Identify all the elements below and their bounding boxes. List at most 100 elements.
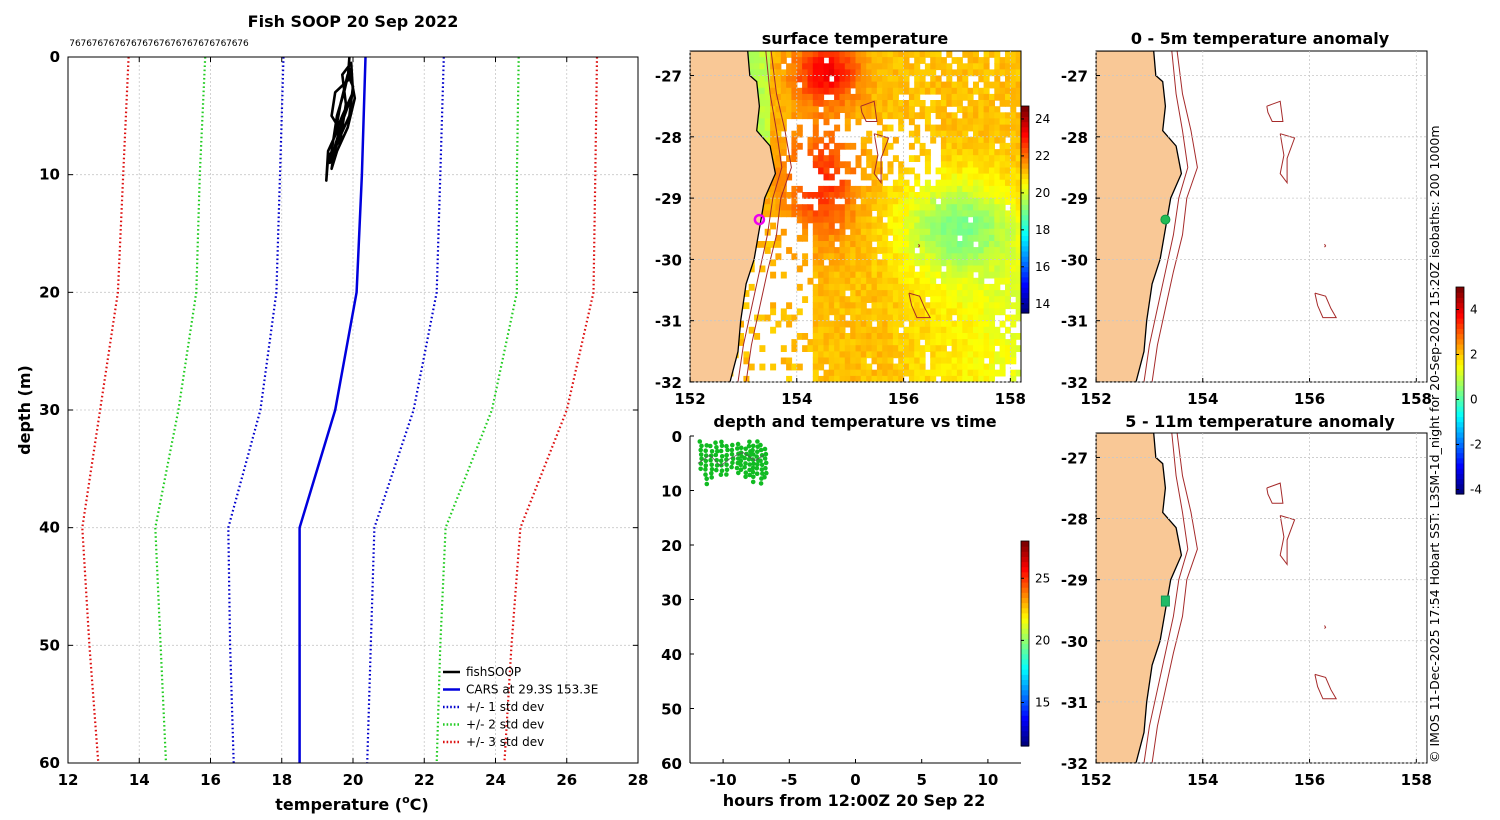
colorbar-cell — [1021, 297, 1029, 304]
sst-cell — [946, 363, 953, 371]
sst-cell — [892, 296, 899, 303]
sst-cell — [818, 351, 825, 359]
sst-cell — [1010, 228, 1017, 236]
sst-cell — [924, 106, 931, 113]
sst-cell — [930, 283, 937, 291]
sst-cell — [850, 216, 857, 224]
sst-cell — [892, 185, 899, 193]
sst-cell — [834, 308, 841, 316]
sst-cell — [754, 57, 761, 64]
sst-cell — [1010, 57, 1017, 64]
sst-cell — [946, 210, 953, 218]
sst-cell — [951, 363, 958, 371]
sst-cell — [887, 57, 894, 64]
sst-cell — [989, 192, 995, 199]
sst-cell — [924, 179, 931, 187]
sst-cell — [994, 124, 1001, 132]
sst-cell — [807, 112, 814, 120]
sst-cell — [903, 265, 910, 273]
sst-cell — [823, 75, 830, 83]
sst-cell — [951, 87, 958, 95]
sst-cell — [871, 357, 878, 365]
sst-cell — [770, 185, 777, 193]
sst-cell — [834, 161, 841, 169]
sst-cell — [780, 210, 787, 218]
sst-cell — [908, 100, 915, 107]
sst-cell — [983, 136, 990, 144]
colorbar-cell — [1021, 638, 1029, 645]
eddy-contour — [1279, 133, 1296, 185]
sst-cell — [908, 112, 915, 120]
sst-cell — [866, 259, 873, 267]
sst-cell — [839, 81, 846, 89]
sst-cell — [962, 234, 969, 242]
sst-cell — [786, 75, 793, 83]
sst-cell — [759, 130, 766, 138]
sst-cell — [924, 234, 931, 242]
sst-cell — [855, 63, 862, 71]
sst-cell — [855, 234, 862, 242]
sst-cell — [935, 314, 942, 322]
sst-cell — [887, 241, 894, 248]
sst-cell — [967, 345, 974, 352]
sst-cell — [882, 333, 889, 340]
sst-cell — [882, 228, 889, 236]
sst-cell — [989, 136, 995, 144]
sst-cell — [807, 81, 814, 89]
eddy-contour — [1324, 243, 1327, 248]
sst-cell — [876, 69, 883, 77]
map-tick-label-y: -30 — [655, 251, 682, 269]
sst-cell — [882, 277, 889, 285]
sst-cell — [983, 149, 990, 156]
time-dot — [754, 466, 760, 471]
colorbar-cell — [1021, 193, 1029, 200]
sst-cell — [989, 326, 995, 334]
time-dot — [763, 460, 769, 466]
sst-cell — [898, 375, 905, 382]
sst-cell — [802, 100, 809, 107]
sst-cell — [850, 259, 857, 267]
sst-cell — [978, 173, 985, 181]
sst-cell — [738, 339, 744, 346]
sst-cell — [828, 216, 835, 224]
sst-cell — [887, 333, 894, 340]
sst-cell — [898, 320, 905, 328]
sst-cell — [828, 100, 835, 107]
sst-cell — [940, 308, 947, 316]
colorbar-cell — [1021, 292, 1029, 299]
sst-cell — [802, 296, 809, 303]
sst-cell — [978, 142, 985, 150]
sst-cell — [1010, 69, 1017, 77]
sst-cell — [860, 271, 867, 279]
sst-cell — [994, 283, 1001, 291]
sst-cell — [994, 296, 1001, 303]
sst-cell — [919, 357, 926, 365]
x-tick-label: 12 — [58, 771, 79, 789]
sst-cell — [764, 57, 771, 64]
sst-cell — [860, 302, 867, 310]
series-fishsoop — [324, 56, 357, 182]
sst-cell — [866, 155, 873, 162]
sst-cell — [882, 69, 889, 77]
sst-cell — [946, 216, 953, 224]
sst-cell — [1010, 241, 1017, 248]
sst-cell — [908, 345, 915, 352]
sst-cell — [930, 51, 937, 58]
sst-cell — [978, 210, 985, 218]
time-dot — [751, 474, 756, 480]
sst-cell — [898, 57, 905, 64]
sst-cell — [855, 185, 862, 193]
sst-cell — [882, 351, 889, 359]
sst-cell — [834, 185, 841, 193]
sst-cell — [1005, 93, 1011, 101]
sst-cell — [812, 241, 819, 248]
sst-cell — [978, 357, 985, 365]
sst-cell — [844, 124, 851, 132]
sst-cell — [1005, 69, 1011, 77]
sst-cell — [962, 375, 969, 382]
sst-cell — [860, 320, 867, 328]
sst-cell — [834, 106, 841, 113]
sst-cell — [914, 308, 921, 316]
sst-cell — [823, 81, 830, 89]
sst-cell — [802, 75, 809, 83]
